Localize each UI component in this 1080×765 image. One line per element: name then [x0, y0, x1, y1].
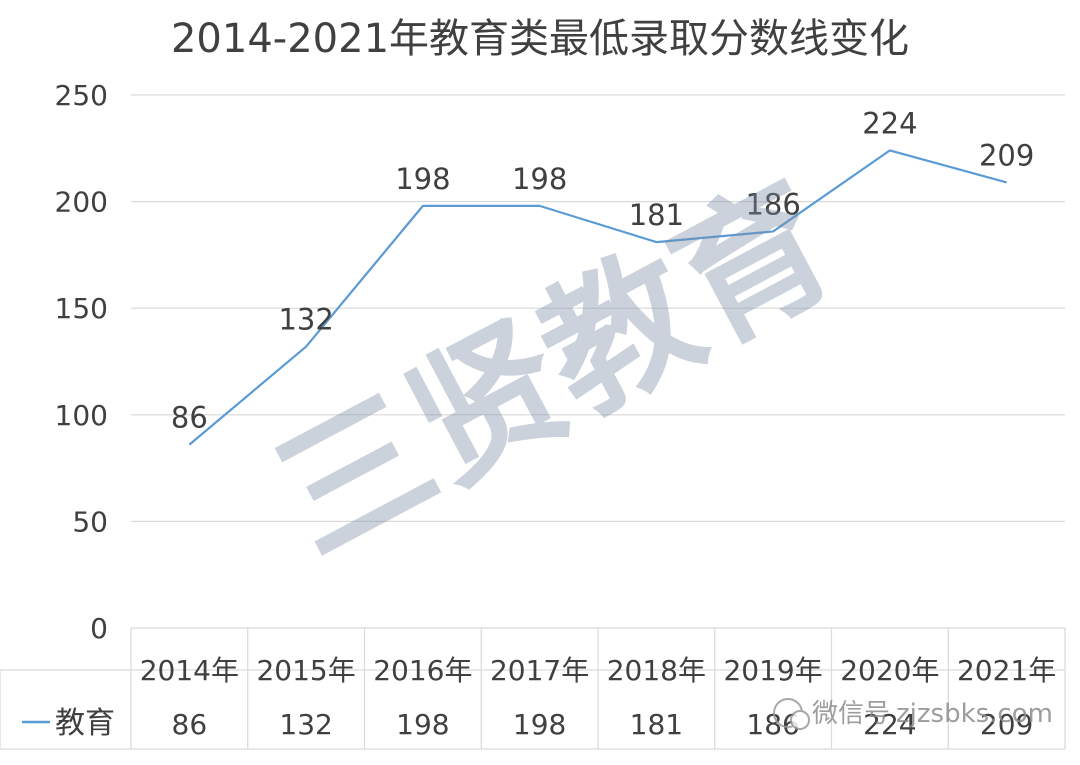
- series-lines: [188, 149, 1007, 446]
- data-label-5: 186: [745, 187, 800, 221]
- y-tick-0: 0: [90, 612, 108, 645]
- series-line-教育: [188, 149, 1007, 446]
- y-tick-50: 50: [72, 505, 108, 538]
- table-value-3: 198: [513, 708, 566, 741]
- category-label-0: 2014年: [140, 654, 239, 687]
- data-label-4: 181: [629, 198, 684, 232]
- data-label-0: 86: [171, 401, 208, 435]
- legend-label-教育: 教育: [55, 706, 115, 741]
- table-value-2: 198: [396, 708, 449, 741]
- category-label-7: 2021年: [957, 654, 1056, 687]
- data-label-1: 132: [278, 303, 333, 337]
- chart-title: 2014-2021年教育类最低录取分数线变化: [171, 16, 909, 62]
- table-value-6: 224: [863, 708, 916, 741]
- category-label-3: 2017年: [490, 654, 589, 687]
- data-label-7: 209: [979, 138, 1034, 172]
- category-label-6: 2020年: [840, 654, 939, 687]
- y-axis-tick-labels: 0 50 100 150 200 250: [55, 79, 108, 645]
- table-value-7: 209: [980, 708, 1033, 741]
- weixin-id: zjzsbks.com: [896, 699, 1053, 729]
- y-tick-150: 150: [55, 292, 108, 325]
- gridlines: [131, 94, 1065, 523]
- category-label-1: 2015年: [256, 654, 355, 687]
- table-value-0: 86: [172, 708, 208, 741]
- data-label-6: 224: [862, 106, 917, 140]
- wechat-icon-bubble: [790, 710, 810, 730]
- weixin-label: 微信号: [812, 699, 890, 729]
- watermark-text: 三贤教育: [249, 153, 860, 588]
- data-label-2: 198: [395, 162, 450, 196]
- y-tick-200: 200: [55, 186, 108, 219]
- table-value-1: 132: [279, 708, 332, 741]
- weixin-watermark: 微信号 zjzsbks.com: [773, 698, 1053, 730]
- data-table: 2014年 2015年 2016年 2017年 2018年 2019年 2020年 2021年…: [0, 627, 1066, 750]
- category-label-4: 2018年: [607, 654, 706, 687]
- data-label-3: 198: [512, 162, 567, 196]
- category-label-2: 2016年: [373, 654, 472, 687]
- category-label-5: 2019年: [723, 654, 822, 687]
- table-value-4: 181: [630, 708, 683, 741]
- y-tick-100: 100: [55, 399, 108, 432]
- y-tick-250: 250: [55, 79, 108, 112]
- data-labels: 86 132 198 198 181 186 224 209: [171, 106, 1034, 434]
- watermark: 三贤教育: [249, 153, 860, 588]
